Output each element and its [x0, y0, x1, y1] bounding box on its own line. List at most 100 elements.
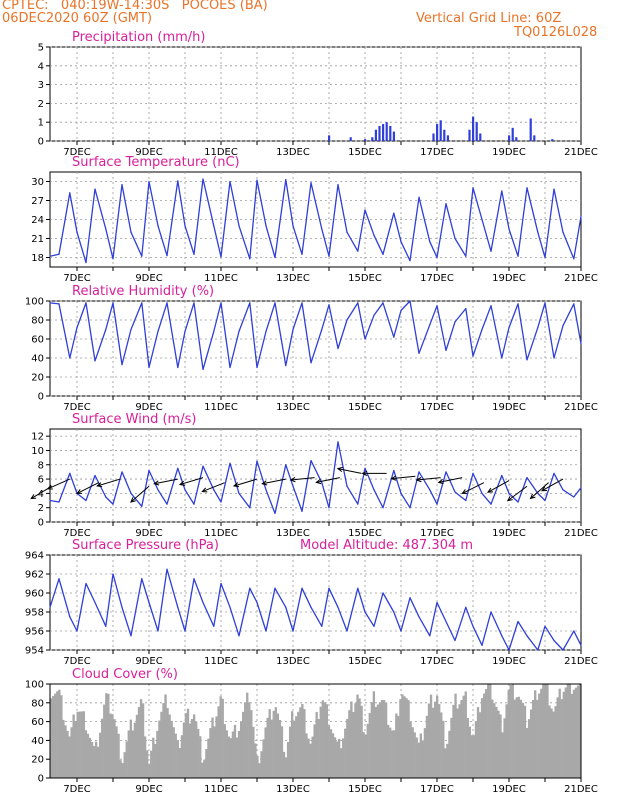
- data-point: [177, 606, 179, 608]
- data-point: [105, 328, 107, 331]
- data-point: [112, 573, 114, 575]
- cloud-bar: [466, 718, 469, 778]
- precip-bar: [475, 122, 478, 141]
- x-tick-label: 9DEC: [135, 528, 162, 539]
- y-tick-label: 956: [25, 627, 44, 638]
- data-point: [202, 178, 204, 180]
- cloud-bar: [188, 723, 192, 778]
- data-point: [157, 630, 159, 632]
- cloud-bar: [331, 733, 335, 778]
- cloud-bar: [107, 693, 110, 778]
- cloud-bar: [425, 715, 429, 778]
- y-tick-label: 18: [31, 253, 44, 264]
- cloud-bar: [482, 693, 486, 778]
- cloud-bar: [333, 737, 337, 778]
- data-point: [85, 302, 87, 304]
- cloud-bar: [209, 728, 212, 778]
- plot-frame: [49, 683, 582, 779]
- cloud-bar: [360, 705, 363, 778]
- data-point: [393, 611, 395, 613]
- cloud-bar: [127, 730, 130, 778]
- data-point: [249, 302, 251, 304]
- data-point: [517, 255, 519, 257]
- cloud-bar: [452, 704, 455, 778]
- cloud-bar: [178, 747, 182, 778]
- data-point: [69, 472, 71, 474]
- cloud-bar: [195, 721, 198, 778]
- y-tick-label: 100: [25, 680, 44, 691]
- cloud-bar: [256, 755, 259, 778]
- x-tick-label: 13DEC: [276, 147, 310, 158]
- cloud-bar: [113, 719, 116, 778]
- cloud-bar: [264, 727, 267, 778]
- precip-bar: [472, 116, 475, 141]
- wind-arrow: [487, 480, 510, 493]
- data-point: [580, 343, 582, 345]
- data-point: [292, 225, 294, 227]
- cloud-bar: [507, 690, 510, 778]
- data-point: [166, 255, 168, 257]
- cloud-bar: [356, 694, 359, 778]
- cloud-bar: [344, 728, 347, 778]
- data-point: [213, 225, 215, 227]
- wind-arrow: [179, 477, 204, 486]
- cloud-bar: [217, 706, 220, 778]
- data-point: [472, 355, 474, 357]
- cloud-bar: [576, 685, 580, 778]
- cloud-bar: [123, 752, 126, 778]
- data-point: [562, 325, 564, 327]
- cloud-bar: [493, 703, 496, 778]
- y-tick-label: 40: [31, 736, 44, 747]
- x-tick-label: 9DEC: [135, 784, 162, 795]
- data-point: [141, 255, 143, 257]
- cloud-bar: [313, 724, 316, 778]
- data-point: [553, 188, 555, 190]
- cloud-bar: [192, 714, 196, 778]
- data-point: [58, 501, 60, 503]
- wind-arrow: [391, 475, 416, 480]
- data-point: [229, 366, 231, 369]
- y-tick-label: 27: [31, 196, 44, 207]
- cloud-bar: [578, 684, 582, 778]
- data-point: [202, 368, 204, 370]
- data-point: [148, 601, 150, 604]
- data-point: [249, 258, 251, 260]
- panel-2: [46, 300, 582, 400]
- cloud-bar: [401, 694, 404, 778]
- cloud-bar: [221, 698, 224, 778]
- cloud-bar: [431, 707, 435, 778]
- y-tick-label: 954: [25, 646, 44, 657]
- data-point: [409, 260, 411, 262]
- y-tick-label: 10: [31, 446, 44, 457]
- wind-arrow-head: [289, 476, 296, 483]
- cloud-bar: [82, 711, 86, 778]
- cloud-bar: [307, 738, 310, 778]
- data-point: [130, 492, 132, 494]
- x-tick-label: 19DEC: [492, 528, 526, 539]
- data-point: [346, 630, 348, 632]
- data-point: [166, 503, 168, 505]
- cloud-bar: [515, 697, 518, 778]
- cloud-bar: [448, 730, 451, 778]
- wind-arrow: [438, 477, 463, 483]
- data-point: [537, 327, 539, 329]
- cloud-bar: [92, 746, 96, 778]
- y-tick-label: 5: [38, 43, 44, 54]
- cloud-bar: [478, 712, 482, 778]
- data-point: [472, 187, 474, 189]
- data-point: [166, 302, 168, 304]
- data-point: [265, 225, 267, 227]
- wind-arrow-head: [315, 478, 322, 485]
- cloud-bar: [517, 696, 521, 778]
- x-tick-label: 15DEC: [348, 656, 382, 667]
- x-tick-label: 11DEC: [204, 402, 238, 413]
- cloud-bar: [399, 699, 402, 778]
- cloud-bar: [566, 684, 570, 778]
- data-point: [501, 474, 503, 477]
- data-point: [409, 300, 411, 302]
- x-tick-label: 17DEC: [420, 656, 454, 667]
- y-tick-label: 80: [31, 316, 44, 327]
- panel-0: [46, 46, 582, 145]
- data-point: [454, 491, 456, 493]
